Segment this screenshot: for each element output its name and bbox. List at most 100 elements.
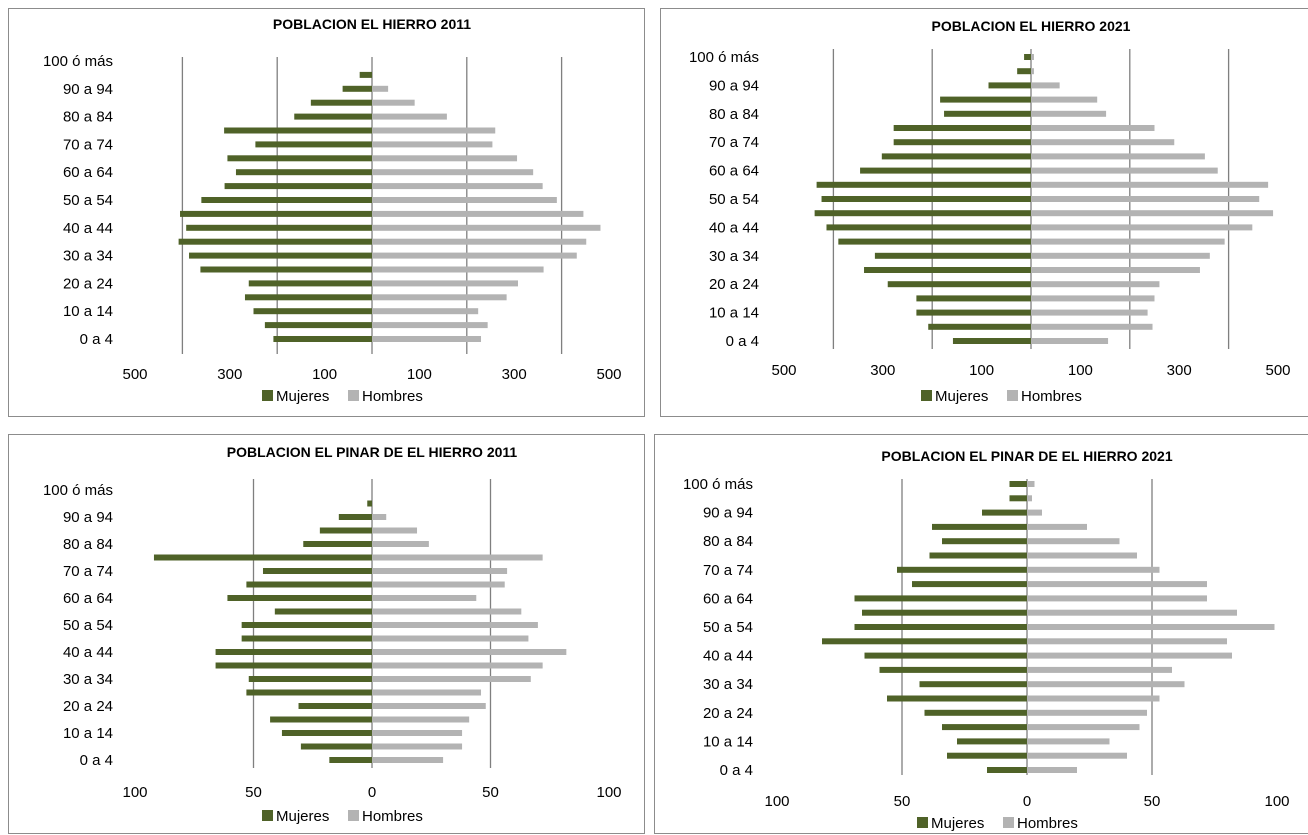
bar-mujeres-18 [338,514,372,520]
bar-hombres-17 [1027,523,1087,530]
category-label: 20 a 24 [709,276,759,293]
bar-hombres-13 [1031,153,1205,160]
category-label: 30 a 34 [703,676,753,693]
bar-hombres-8 [372,649,567,655]
chart-panel-pinar-2021: POBLACION EL PINAR DE EL HIERRO 2021 0 a … [654,434,1308,834]
bar-mujeres-8 [215,649,372,655]
bar-mujeres-6 [189,252,372,259]
bar-mujeres-3 [916,295,1031,302]
bar-hombres-7 [372,662,543,669]
bar-hombres-7 [1031,238,1225,245]
x-tick-label: 500 [1265,362,1290,379]
bar-mujeres-14 [897,566,1027,573]
bar-hombres-1 [372,322,488,329]
bar-mujeres-6 [874,252,1031,259]
bar-hombres-9 [1031,210,1274,217]
category-label: 0 a 4 [80,752,113,769]
bar-mujeres-1 [947,752,1027,759]
x-tick-label: 100 [969,362,994,379]
chart-title: POBLACION EL HIERRO 2021 [932,18,1131,34]
category-label: 100 ó más [689,49,759,66]
bar-hombres-8 [1027,652,1232,659]
bar-mujeres-14 [262,568,372,574]
category-label: 100 ó más [43,53,113,70]
bar-mujeres-0 [952,338,1031,344]
category-label: 80 a 84 [63,109,113,126]
bar-mujeres-7 [178,238,372,245]
bar-hombres-4 [372,703,486,709]
legend-label-mujeres: Mujeres [276,808,329,825]
bar-mujeres-10 [821,196,1031,202]
bar-mujeres-2 [281,730,372,736]
bar-mujeres-4 [924,709,1027,716]
x-tick-label: 50 [1144,793,1161,810]
chart-svg: POBLACION EL HIERRO 2011 0 a 4 10 a 14 20 a… [43,16,622,405]
bar-hombres-4 [1027,709,1147,716]
bar-mujeres-1 [300,743,372,750]
x-tick-label: 300 [1167,362,1192,379]
bar-mujeres-17 [940,96,1031,103]
x-tick-label: 50 [482,784,499,801]
bar-mujeres-15 [893,125,1031,131]
x-tick-label: 100 [596,784,621,801]
bar-mujeres-15 [224,127,372,134]
bar-mujeres-11 [862,609,1027,616]
bar-mujeres-6 [919,681,1027,688]
bar-mujeres-7 [838,238,1031,245]
chart-svg: POBLACION EL HIERRO 2021 0 a 4 10 a 14 20 a… [689,18,1291,405]
bar-hombres-18 [1031,82,1060,89]
bar-mujeres-13 [912,581,1027,588]
bar-hombres-17 [372,527,418,534]
bar-hombres-11 [1027,609,1237,616]
bar-mujeres-0 [273,336,372,342]
bar-mujeres-5 [246,689,372,696]
x-tick-label: 100 [122,784,147,801]
bar-mujeres-3 [244,294,372,301]
category-label: 70 a 74 [703,562,753,579]
category-label: 50 a 54 [63,617,113,634]
legend-swatch-mujeres [262,810,273,821]
category-label: 30 a 34 [63,671,113,688]
bar-hombres-14 [372,141,493,148]
bar-mujeres-3 [270,716,372,723]
bar-hombres-0 [372,336,482,342]
legend-label-mujeres: Mujeres [276,388,329,405]
category-label: 40 a 44 [703,648,753,665]
bar-hombres-18 [372,514,387,520]
category-label: 90 a 94 [703,505,753,522]
chart-panel-hierro-2011: POBLACION EL HIERRO 2011 0 a 4 10 a 14 20 a… [8,8,645,417]
bar-mujeres-16 [303,541,372,547]
chart-svg: POBLACION EL PINAR DE EL HIERRO 2021 0 a … [683,448,1290,832]
x-tick-label: 300 [217,366,242,383]
bar-hombres-13 [1027,581,1207,588]
category-label: 80 a 84 [703,533,753,550]
x-tick-label: 0 [368,784,376,801]
bar-hombres-20 [1027,481,1035,487]
bar-mujeres-0 [329,757,372,763]
bar-hombres-9 [372,635,529,642]
bar-mujeres-13 [227,155,372,162]
bar-mujeres-11 [816,181,1031,188]
bar-hombres-15 [1027,552,1137,559]
category-label: 100 ó más [683,476,753,493]
bar-hombres-15 [1031,125,1155,131]
category-label: 100 ó más [43,482,113,499]
x-tick-label: 50 [894,793,911,810]
x-tick-label: 100 [407,366,432,383]
bar-mujeres-12 [227,595,372,601]
bar-hombres-5 [372,266,544,273]
x-tick-label: 50 [245,784,262,801]
bar-hombres-1 [1031,323,1153,330]
category-label: 60 a 64 [703,590,753,607]
bar-mujeres-3 [942,724,1027,731]
bar-hombres-15 [372,127,496,134]
legend-label-mujeres: Mujeres [935,388,988,405]
bar-mujeres-16 [942,538,1027,545]
legend-label-hombres: Hombres [362,808,423,825]
chart-panel-pinar-2011: POBLACION EL PINAR DE EL HIERRO 2011 0 a … [8,434,645,834]
bar-hombres-6 [1027,681,1185,688]
bar-mujeres-9 [180,210,372,217]
bar-mujeres-7 [215,662,372,669]
category-label: 50 a 54 [63,192,113,209]
x-tick-label: 100 [764,793,789,810]
